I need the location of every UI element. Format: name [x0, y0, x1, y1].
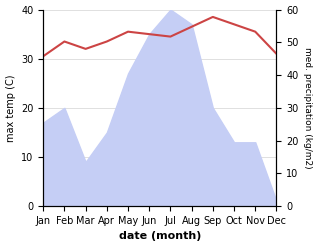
- Y-axis label: max temp (C): max temp (C): [5, 74, 16, 142]
- Y-axis label: med. precipitation (kg/m2): med. precipitation (kg/m2): [303, 47, 313, 169]
- X-axis label: date (month): date (month): [119, 231, 201, 242]
